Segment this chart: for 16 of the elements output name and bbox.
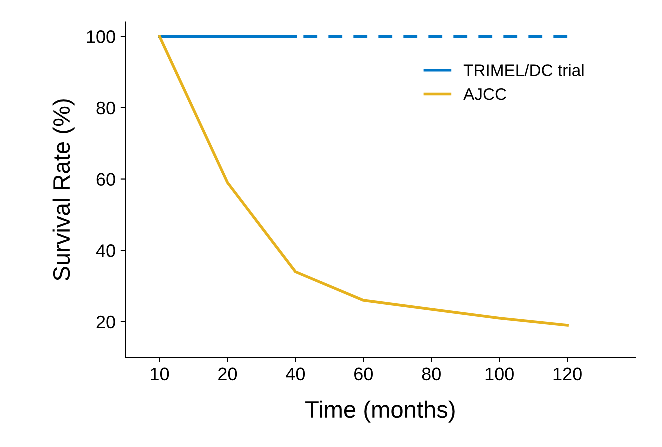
x-tick-label: 100 xyxy=(486,368,514,381)
y-tick-label: 20 xyxy=(96,316,116,329)
x-tick-label: 60 xyxy=(354,368,373,381)
x-tick-label: 120 xyxy=(554,368,582,381)
y-tick-label: 80 xyxy=(96,102,116,115)
x-tick-label: 40 xyxy=(286,368,306,381)
y-axis-title: Survival Rate (%) xyxy=(52,100,75,281)
y-tick-label: 100 xyxy=(87,30,116,44)
legend-label: TRIMEL/DC trial xyxy=(464,64,584,76)
x-tick-label: 10 xyxy=(151,368,170,381)
y-tick-label: 60 xyxy=(96,173,116,186)
x-tick-label: 20 xyxy=(218,368,238,381)
y-tick-label: 40 xyxy=(96,244,116,258)
x-axis-title: Time (months) xyxy=(306,400,455,423)
x-tick-label: 80 xyxy=(422,368,441,381)
legend-label: AJCC xyxy=(464,88,506,100)
